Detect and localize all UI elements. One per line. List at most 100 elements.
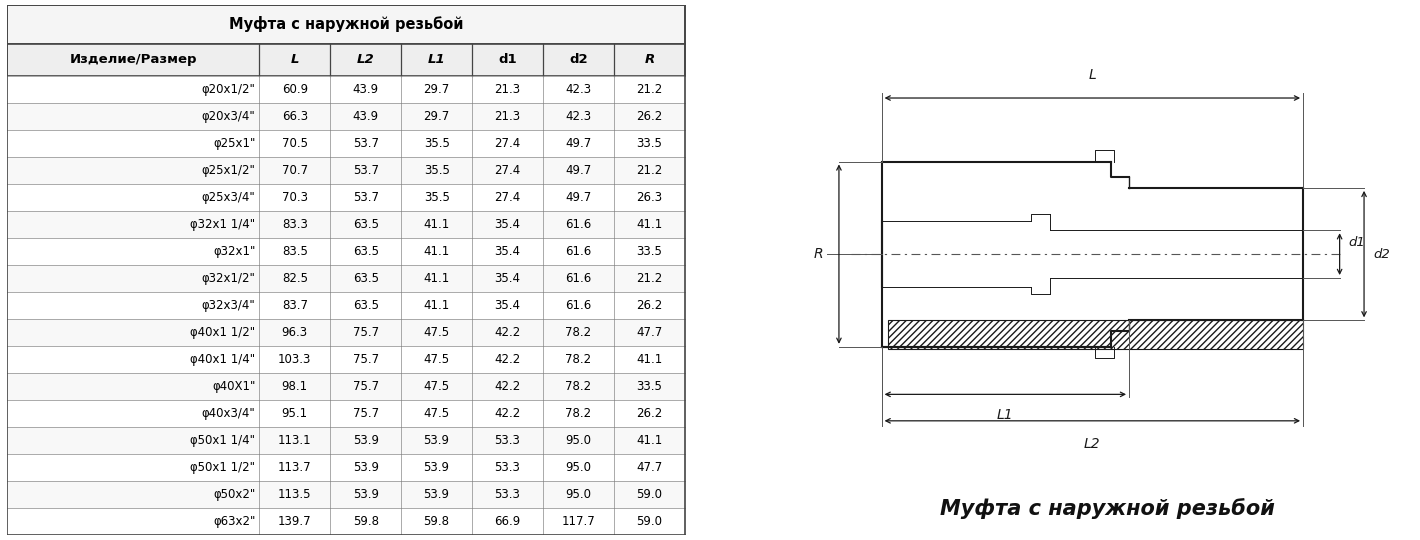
Text: 83.7: 83.7 xyxy=(281,299,308,312)
Text: R: R xyxy=(814,247,824,261)
Text: 95.1: 95.1 xyxy=(281,407,308,420)
Text: 78.2: 78.2 xyxy=(565,380,592,393)
Text: 78.2: 78.2 xyxy=(565,353,592,366)
Bar xyxy=(7,346,684,373)
Text: d1: d1 xyxy=(1349,236,1366,249)
Bar xyxy=(7,44,684,76)
Text: φ32x1/2": φ32x1/2" xyxy=(202,272,256,285)
Text: 26.2: 26.2 xyxy=(636,299,663,312)
Text: φ40X1": φ40X1" xyxy=(212,380,256,393)
Text: 75.7: 75.7 xyxy=(352,380,379,393)
Bar xyxy=(7,238,684,265)
Text: 35.4: 35.4 xyxy=(494,245,521,258)
Bar xyxy=(7,184,684,211)
Bar xyxy=(7,373,684,400)
Text: 95.0: 95.0 xyxy=(565,488,592,501)
Bar xyxy=(7,103,684,130)
Text: 35.5: 35.5 xyxy=(423,191,450,204)
Text: 26.3: 26.3 xyxy=(636,191,663,204)
Text: 78.2: 78.2 xyxy=(565,326,592,339)
Text: 35.4: 35.4 xyxy=(494,272,521,285)
Text: 26.2: 26.2 xyxy=(636,407,663,420)
Text: φ25x1": φ25x1" xyxy=(213,137,256,150)
Text: 53.9: 53.9 xyxy=(423,461,450,474)
Text: φ20x1/2": φ20x1/2" xyxy=(202,83,256,96)
Text: 83.3: 83.3 xyxy=(281,218,308,231)
Text: R: R xyxy=(645,53,655,66)
Text: 53.9: 53.9 xyxy=(352,488,379,501)
Text: 63.5: 63.5 xyxy=(352,218,379,231)
Text: 53.9: 53.9 xyxy=(423,488,450,501)
Text: 35.4: 35.4 xyxy=(494,218,521,231)
Text: Изделие/Размер: Изделие/Размер xyxy=(70,53,197,66)
Text: 70.7: 70.7 xyxy=(281,164,308,177)
Text: φ32x1 1/4": φ32x1 1/4" xyxy=(190,218,256,231)
Text: 59.0: 59.0 xyxy=(636,488,662,501)
Text: 47.5: 47.5 xyxy=(423,326,450,339)
Text: 35.5: 35.5 xyxy=(423,137,450,150)
Text: 27.4: 27.4 xyxy=(494,137,521,150)
Text: 53.9: 53.9 xyxy=(423,434,450,447)
Text: 95.0: 95.0 xyxy=(565,461,592,474)
Text: 66.3: 66.3 xyxy=(281,110,308,123)
Text: 53.9: 53.9 xyxy=(352,461,379,474)
Text: 47.7: 47.7 xyxy=(636,461,663,474)
Text: Муфта с наружной резьбой: Муфта с наружной резьбой xyxy=(940,498,1275,518)
Text: 43.9: 43.9 xyxy=(352,110,379,123)
Text: 98.1: 98.1 xyxy=(281,380,308,393)
Text: d1: d1 xyxy=(498,53,517,66)
Text: 61.6: 61.6 xyxy=(565,299,592,312)
Text: d2: d2 xyxy=(1373,248,1390,261)
Text: 53.7: 53.7 xyxy=(352,164,379,177)
Bar xyxy=(7,508,684,535)
Text: 42.3: 42.3 xyxy=(565,83,592,96)
Text: 61.6: 61.6 xyxy=(565,245,592,258)
Text: 41.1: 41.1 xyxy=(423,218,450,231)
Bar xyxy=(7,454,684,481)
Text: L: L xyxy=(1089,68,1096,82)
Text: 21.3: 21.3 xyxy=(494,83,521,96)
Text: 117.7: 117.7 xyxy=(561,515,595,528)
Text: φ40x1 1/4": φ40x1 1/4" xyxy=(190,353,256,366)
Text: 63.5: 63.5 xyxy=(352,245,379,258)
Text: Муфта с наружной резьбой: Муфта с наружной резьбой xyxy=(229,16,463,32)
Text: 96.3: 96.3 xyxy=(281,326,308,339)
Text: 63.5: 63.5 xyxy=(352,299,379,312)
Text: 103.3: 103.3 xyxy=(278,353,311,366)
Text: φ40x3/4": φ40x3/4" xyxy=(202,407,256,420)
Text: 66.9: 66.9 xyxy=(494,515,521,528)
Text: 47.5: 47.5 xyxy=(423,353,450,366)
Text: 139.7: 139.7 xyxy=(278,515,311,528)
Text: 42.2: 42.2 xyxy=(494,326,521,339)
Text: φ25x1/2": φ25x1/2" xyxy=(202,164,256,177)
Text: 61.6: 61.6 xyxy=(565,218,592,231)
Text: 47.5: 47.5 xyxy=(423,380,450,393)
Text: φ25x3/4": φ25x3/4" xyxy=(202,191,256,204)
Text: 35.5: 35.5 xyxy=(423,164,450,177)
Polygon shape xyxy=(888,320,1304,349)
Bar xyxy=(7,427,684,454)
Text: 49.7: 49.7 xyxy=(565,137,592,150)
Bar xyxy=(7,481,684,508)
Text: 83.5: 83.5 xyxy=(281,245,308,258)
Bar xyxy=(7,76,684,103)
Text: 42.2: 42.2 xyxy=(494,407,521,420)
Text: 78.2: 78.2 xyxy=(565,407,592,420)
Text: 47.5: 47.5 xyxy=(423,407,450,420)
Text: 42.2: 42.2 xyxy=(494,353,521,366)
Text: 60.9: 60.9 xyxy=(281,83,308,96)
Bar xyxy=(7,265,684,292)
Text: φ40x1 1/2": φ40x1 1/2" xyxy=(190,326,256,339)
Text: d2: d2 xyxy=(569,53,588,66)
Text: L1: L1 xyxy=(997,408,1014,422)
Text: 41.1: 41.1 xyxy=(636,218,663,231)
Text: 53.3: 53.3 xyxy=(494,488,521,501)
Text: φ32x1": φ32x1" xyxy=(213,245,256,258)
Text: φ32x3/4": φ32x3/4" xyxy=(202,299,256,312)
Text: 59.8: 59.8 xyxy=(352,515,379,528)
Text: 70.3: 70.3 xyxy=(281,191,308,204)
Text: 41.1: 41.1 xyxy=(423,272,450,285)
Text: 29.7: 29.7 xyxy=(423,110,450,123)
Text: 59.0: 59.0 xyxy=(636,515,662,528)
Text: φ50x1 1/4": φ50x1 1/4" xyxy=(190,434,256,447)
